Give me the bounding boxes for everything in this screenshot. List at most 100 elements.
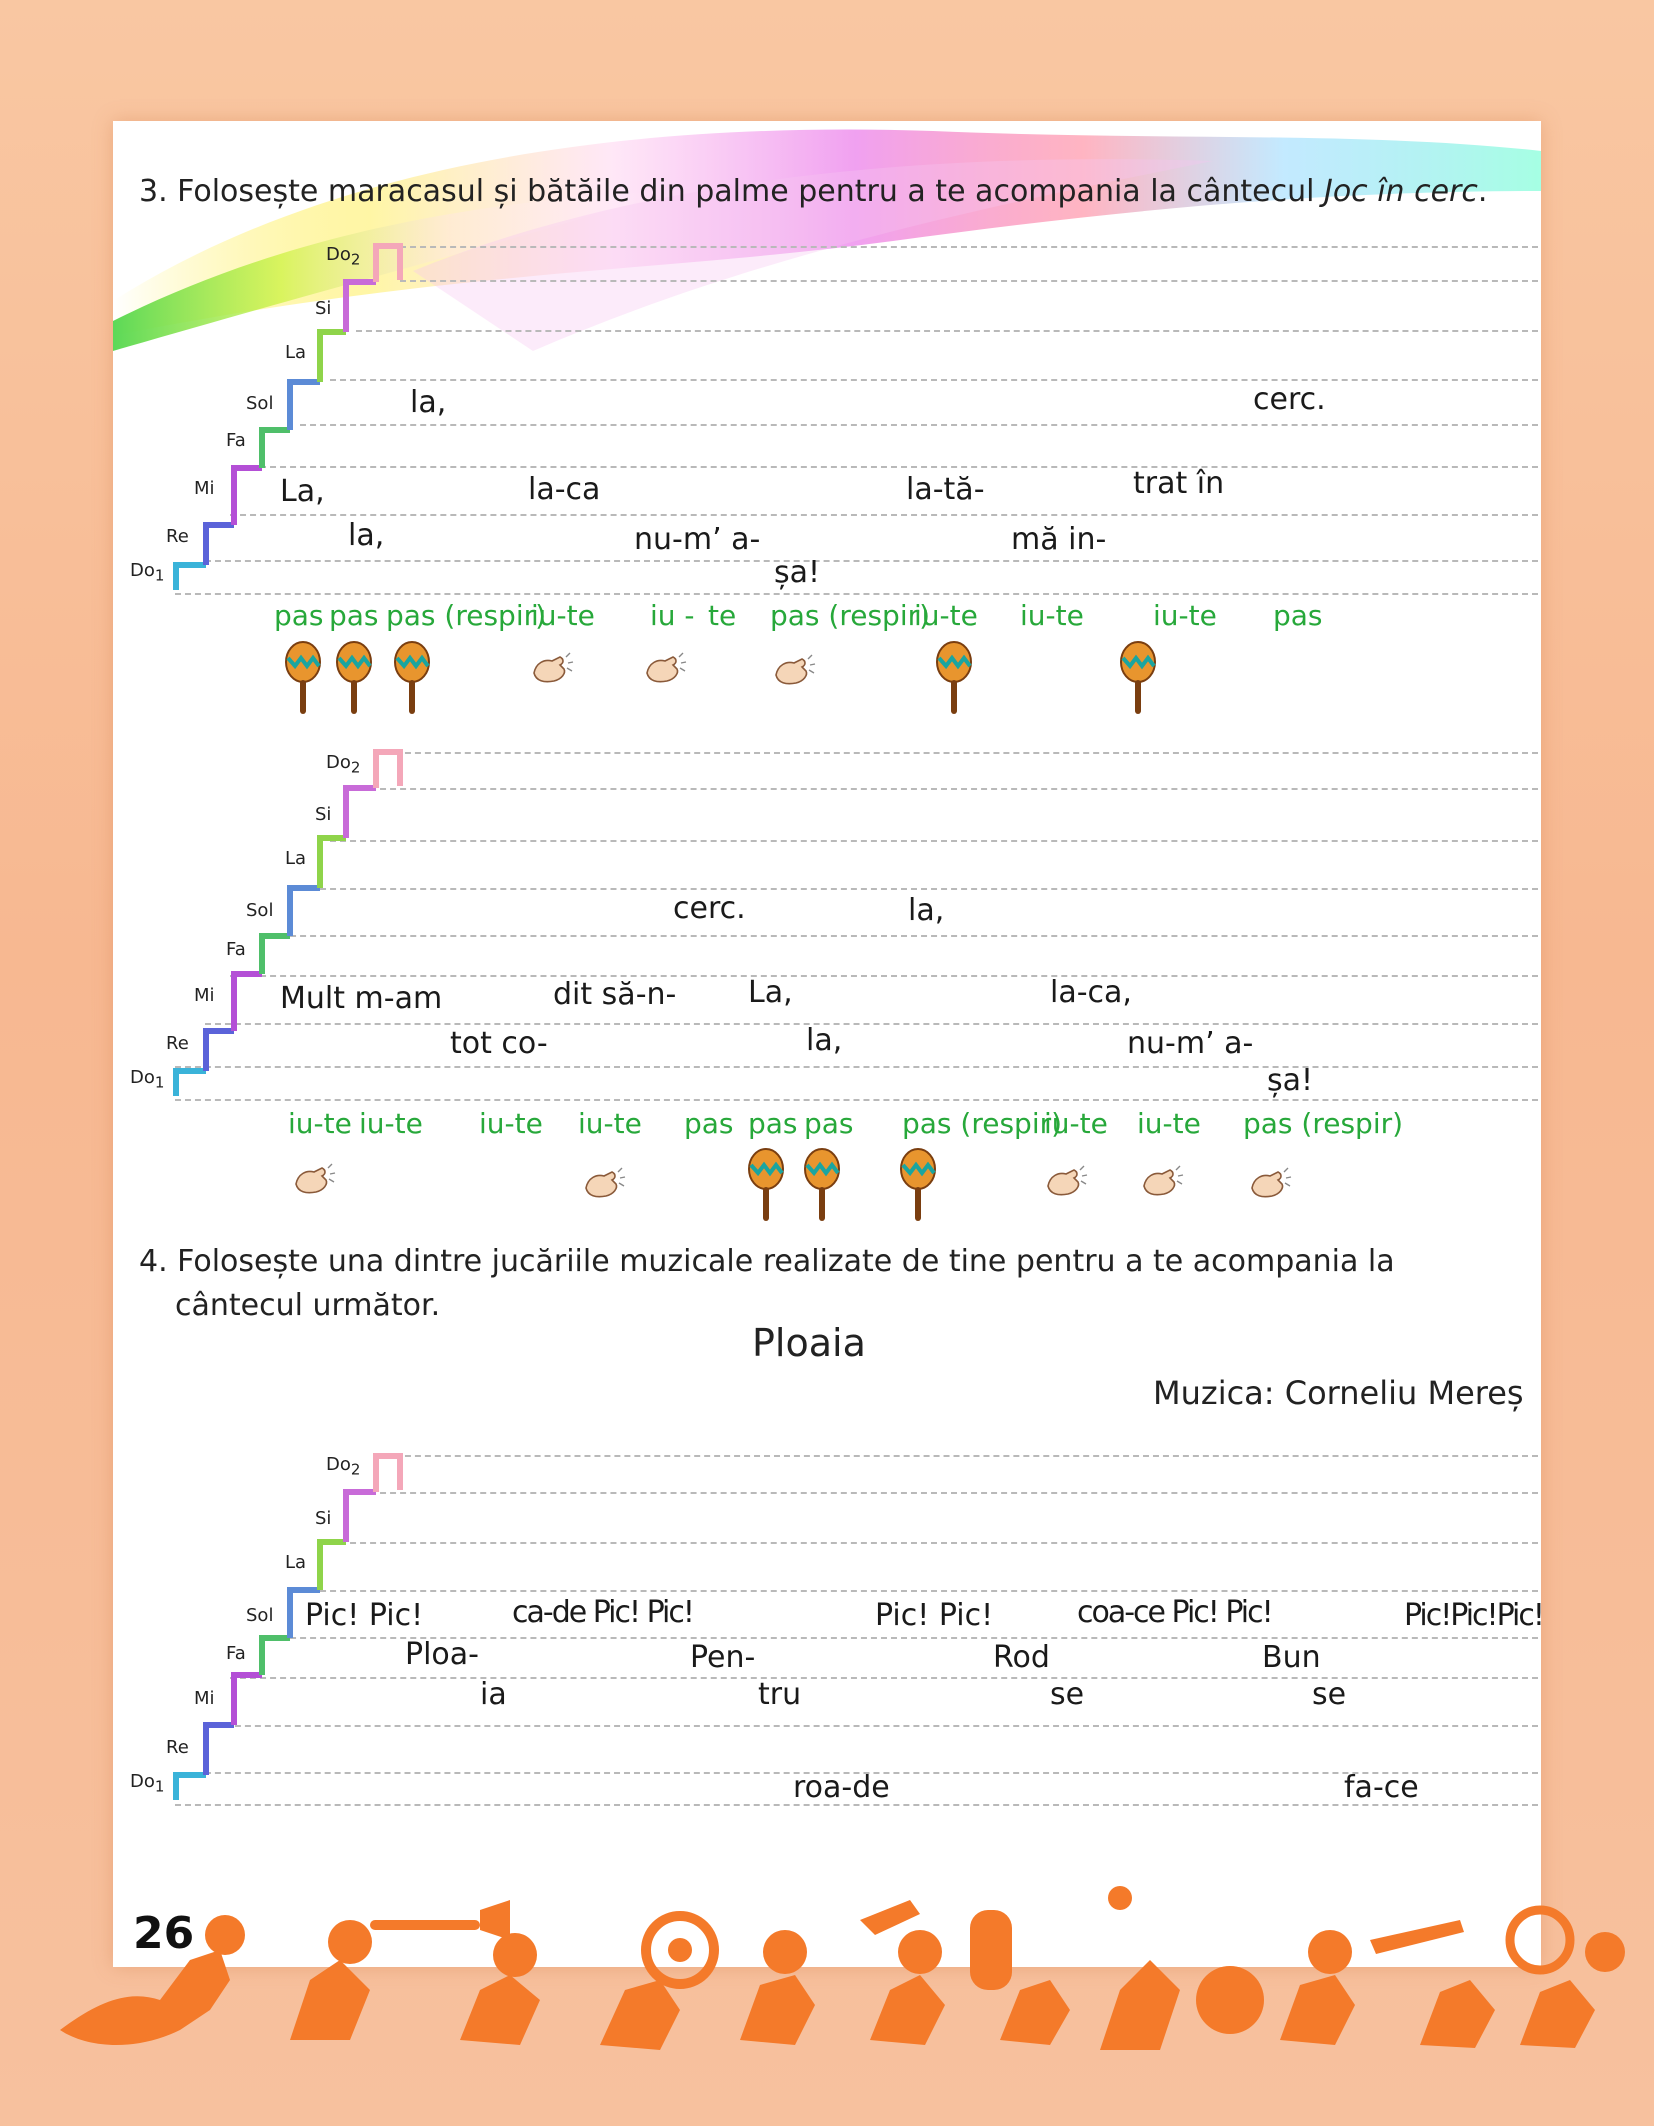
page-number: 26 xyxy=(133,1908,195,1959)
lyric: mă in- xyxy=(1011,522,1107,557)
step-label: iu-te xyxy=(1044,1107,1108,1140)
lyric: Rod xyxy=(993,1640,1050,1675)
lyric: La, xyxy=(748,975,793,1010)
step-label: pas (respir) xyxy=(386,599,547,632)
maracas-icon xyxy=(285,641,321,714)
note-label-si: Si xyxy=(315,1508,332,1529)
exercise-4-instruction-line2: cântecul următor. xyxy=(175,1288,441,1323)
step-label: iu-te xyxy=(288,1107,352,1140)
maracas-icon xyxy=(936,641,972,714)
lyric: dit să-n- xyxy=(553,977,677,1012)
step-label: pas xyxy=(1273,599,1323,632)
note-label-la: La xyxy=(285,1552,307,1573)
maracas-icon xyxy=(748,1148,784,1221)
instruction-punctuation: . xyxy=(1477,174,1488,209)
step-label: pas xyxy=(274,599,324,632)
note-label-mi: Mi xyxy=(194,1688,215,1709)
clap-icon xyxy=(646,652,687,683)
line-si xyxy=(330,840,1538,842)
step-label: pas xyxy=(748,1107,798,1140)
lyric: coa-ce Pic! Pic! xyxy=(1077,1595,1274,1630)
line-sol xyxy=(260,1637,1538,1639)
lyric: ia xyxy=(480,1677,507,1712)
lyric: se xyxy=(1312,1677,1347,1712)
lyric: Pic! Pic! xyxy=(875,1598,994,1633)
line-fa xyxy=(230,975,1538,977)
line-la xyxy=(300,1590,1538,1592)
step-label: iu-te xyxy=(479,1107,543,1140)
lyric: cerc. xyxy=(1253,382,1326,417)
lyric: șa! xyxy=(1267,1063,1314,1098)
lyric: șa! xyxy=(774,555,821,590)
note-label-re: Re xyxy=(166,1737,189,1758)
line-si xyxy=(330,1542,1538,1544)
note-label-fa: Fa xyxy=(226,430,246,451)
note-label-re: Re xyxy=(166,526,189,547)
step-label: iu-te xyxy=(914,599,978,632)
lyric: nu-m’ a- xyxy=(634,522,761,557)
lyric: la-tă- xyxy=(906,472,985,507)
note-label-do1: Do1 xyxy=(130,1771,165,1796)
maracas-icon xyxy=(394,641,430,714)
note-label-si: Si xyxy=(315,804,332,825)
step-label: iu - xyxy=(650,599,695,632)
lyric: la, xyxy=(908,893,945,928)
line-mi xyxy=(205,1023,1538,1025)
lyric: la, xyxy=(410,385,447,420)
step-label: iu-te xyxy=(1153,599,1217,632)
step-label: iu-te xyxy=(359,1107,423,1140)
step-label: pas (respir) xyxy=(770,599,931,632)
lyric: La, xyxy=(280,474,325,509)
lyric: ca-de Pic! Pic! xyxy=(512,1595,695,1630)
note-label-do1: Do1 xyxy=(130,560,165,585)
lyric: trat în xyxy=(1133,466,1225,501)
clap-icon xyxy=(775,654,816,685)
step-label: te xyxy=(708,599,737,632)
note-label-do2: Do2 xyxy=(326,752,361,777)
line-do2 xyxy=(400,246,1538,248)
line-do1 xyxy=(175,1099,1538,1101)
note-label-la: La xyxy=(285,342,307,363)
step-label: pas (respir) xyxy=(902,1107,1063,1140)
lyric: cerc. xyxy=(673,891,746,926)
line-fa xyxy=(230,1677,1538,1679)
note-label-la: La xyxy=(285,848,307,869)
lyric: Ploa- xyxy=(405,1637,479,1672)
lyric: Bun xyxy=(1262,1640,1321,1675)
clap-icon xyxy=(585,1167,626,1198)
step-label: iu-te xyxy=(578,1107,642,1140)
lyric: tru xyxy=(758,1677,802,1712)
note-staircase xyxy=(173,749,403,1096)
lyric: Pen- xyxy=(690,1640,756,1675)
clap-icon xyxy=(1047,1165,1088,1196)
lyric: nu-m’ a- xyxy=(1127,1026,1254,1061)
clap-icon xyxy=(1251,1167,1292,1198)
lyric: tot co- xyxy=(450,1026,548,1061)
step-label: pas xyxy=(684,1107,734,1140)
step-label: pas xyxy=(329,599,379,632)
composer-credit: Muzica: Corneliu Mereș xyxy=(1153,1374,1524,1412)
line-mi xyxy=(205,1725,1538,1727)
line-re xyxy=(205,560,1538,562)
note-label-mi: Mi xyxy=(194,478,215,499)
lyric: Mult m-am xyxy=(280,981,443,1016)
line-do2 xyxy=(385,1455,1538,1457)
song-title-joc-in-cerc: Joc în cerc xyxy=(1323,174,1478,209)
step-label: iu-te xyxy=(1020,599,1084,632)
rainbow-swirl-decoration xyxy=(113,129,1541,351)
line-la xyxy=(300,888,1538,890)
instruction-text: 3. Folosește maracasul și bătăile din pa… xyxy=(139,174,1324,209)
musicians-band-decoration xyxy=(60,1886,1625,2050)
page-sheet xyxy=(113,121,1541,1967)
lyric: Pic!Pic!Pic! xyxy=(1404,1598,1545,1633)
line-la xyxy=(330,379,1538,381)
step-label: iu-te xyxy=(531,599,595,632)
note-label-mi: Mi xyxy=(194,985,215,1006)
note-label-re: Re xyxy=(166,1033,189,1054)
exercise-4-instruction-line1: 4. Folosește una dintre jucăriile muzica… xyxy=(139,1244,1395,1279)
note-label-do2: Do2 xyxy=(326,244,361,269)
line-sol xyxy=(300,424,1538,426)
note-label-fa: Fa xyxy=(226,939,246,960)
lyric: fa-ce xyxy=(1344,1770,1419,1805)
line-re xyxy=(175,1066,1538,1068)
